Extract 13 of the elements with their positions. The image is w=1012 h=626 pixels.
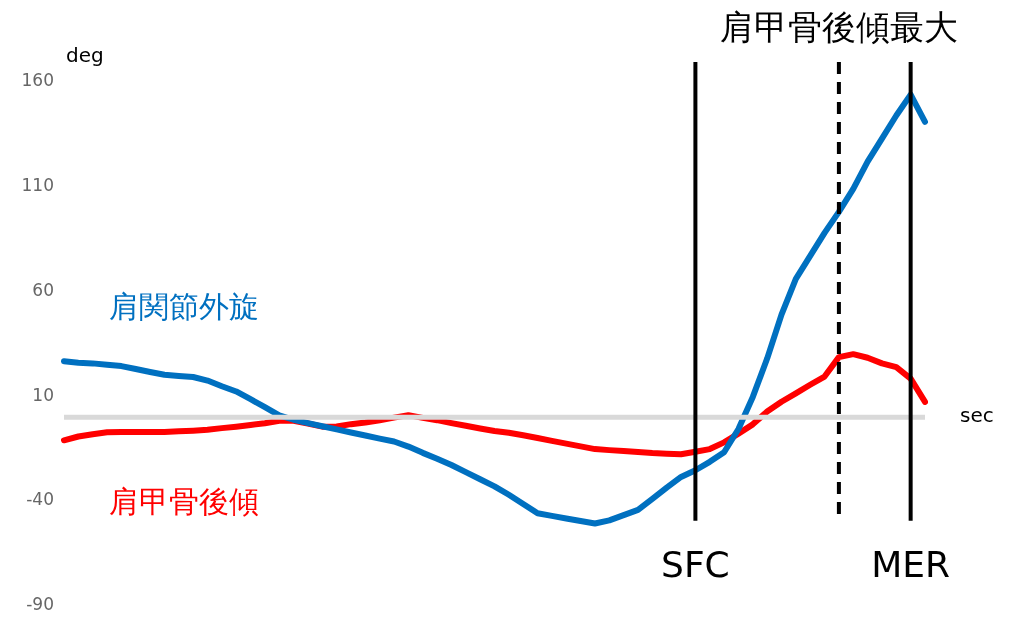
y-tick-label: -90 (26, 594, 54, 615)
y-tick-label: 160 (21, 70, 54, 91)
x-tick-label: 肩甲骨後傾最大 (719, 6, 958, 47)
series-label: 肩甲骨後傾 (109, 484, 259, 520)
x-axis-title: sec (960, 403, 994, 428)
y-axis-title: deg (66, 43, 104, 68)
y-tick-label: -40 (26, 489, 54, 510)
x-tick-label: MER (871, 544, 951, 586)
x-tick-label: SFC (661, 544, 730, 586)
y-tick-label: 110 (21, 175, 54, 196)
y-tick-label: 60 (32, 279, 54, 300)
y-tick-label: 10 (32, 384, 54, 405)
series-label: 肩関節外旋 (109, 289, 259, 325)
